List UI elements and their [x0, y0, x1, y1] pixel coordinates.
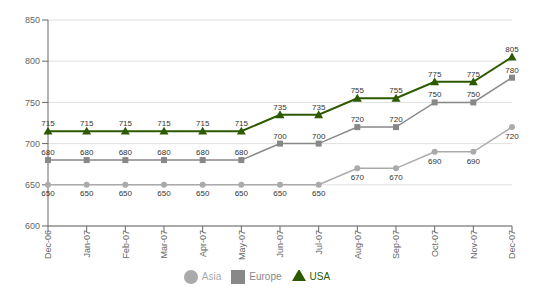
- svg-text:735: 735: [273, 103, 287, 112]
- svg-text:700: 700: [273, 132, 287, 141]
- svg-text:700: 700: [25, 139, 40, 149]
- svg-text:Sep-07: Sep-07: [391, 230, 401, 259]
- svg-text:715: 715: [235, 119, 249, 128]
- html-text:Asia: Asia: [201, 270, 222, 282]
- svg-text:680: 680: [41, 148, 55, 157]
- html-text:Europe: Europe: [249, 270, 282, 282]
- svg-text:775: 775: [467, 70, 481, 79]
- svg-text:755: 755: [389, 86, 403, 95]
- svg-text:Nov-07: Nov-07: [469, 230, 479, 259]
- svg-text:650: 650: [196, 189, 210, 198]
- svg-text:720: 720: [351, 115, 365, 124]
- svg-text:775: 775: [428, 70, 442, 79]
- svg-text:650: 650: [80, 189, 94, 198]
- svg-text:715: 715: [41, 119, 55, 128]
- svg-text:680: 680: [119, 148, 133, 157]
- svg-text:Apr-07: Apr-07: [198, 230, 208, 257]
- svg-text:650: 650: [41, 189, 55, 198]
- svg-text:800: 800: [25, 56, 40, 66]
- svg-text:690: 690: [428, 157, 442, 166]
- svg-text:680: 680: [80, 148, 94, 157]
- svg-text:650: 650: [312, 189, 326, 198]
- svg-text:670: 670: [389, 173, 403, 182]
- svg-text:715: 715: [119, 119, 133, 128]
- svg-text:755: 755: [351, 86, 365, 95]
- svg-text:850: 850: [25, 15, 40, 25]
- svg-text:Aug-07: Aug-07: [353, 230, 363, 259]
- svg-text:Feb-07: Feb-07: [121, 230, 131, 259]
- svg-text:600: 600: [25, 221, 40, 231]
- svg-text:715: 715: [157, 119, 171, 128]
- svg-text:Dec-06: Dec-06: [43, 230, 53, 259]
- svg-text:Jun-07: Jun-07: [275, 230, 285, 258]
- svg-text:805: 805: [505, 45, 519, 54]
- svg-text:715: 715: [196, 119, 210, 128]
- svg-text:Oct-07: Oct-07: [430, 230, 440, 257]
- svg-text:670: 670: [351, 173, 365, 182]
- svg-text:Mar-07: Mar-07: [159, 230, 169, 259]
- svg-text:650: 650: [235, 189, 249, 198]
- svg-text:Dec-07: Dec-07: [507, 230, 517, 259]
- svg-text:780: 780: [505, 66, 519, 75]
- svg-text:715: 715: [80, 119, 94, 128]
- svg-text:720: 720: [505, 132, 519, 141]
- svg-text:650: 650: [157, 189, 171, 198]
- svg-text:720: 720: [389, 115, 403, 124]
- svg-text:Jan-07: Jan-07: [82, 230, 92, 258]
- svg-text:650: 650: [25, 180, 40, 190]
- svg-text:750: 750: [467, 90, 481, 99]
- svg-text:Jul-07: Jul-07: [314, 230, 324, 255]
- html-text:USA: USA: [309, 270, 331, 282]
- svg-text:680: 680: [235, 148, 249, 157]
- svg-text:750: 750: [25, 98, 40, 108]
- svg-text:650: 650: [273, 189, 287, 198]
- svg-text:May-07: May-07: [237, 230, 247, 260]
- svg-text:650: 650: [119, 189, 133, 198]
- svg-text:700: 700: [312, 132, 326, 141]
- svg-text:690: 690: [467, 157, 481, 166]
- svg-text:680: 680: [196, 148, 210, 157]
- svg-text:750: 750: [428, 90, 442, 99]
- svg-text:735: 735: [312, 103, 326, 112]
- svg-text:680: 680: [157, 148, 171, 157]
